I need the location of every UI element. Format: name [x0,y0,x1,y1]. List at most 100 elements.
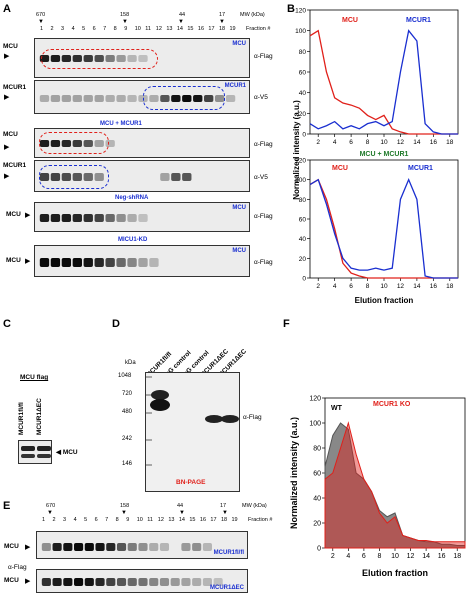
fraction-number: 9 [124,26,128,32]
band [106,578,116,586]
fraction-number: 8 [113,26,117,32]
fraction-number: 6 [92,26,96,32]
band [170,578,180,586]
band [83,214,93,222]
fraction-numbers: 1 2 3 4 5 6 7 8 9 10 11 12 13 14 15 16 17 18 19 [40,26,240,34]
band [83,173,93,181]
band [159,543,170,551]
y-tick-label: 120 [295,158,306,165]
fraction-number: 13 [166,26,173,32]
series-line [309,29,458,135]
band [39,95,50,102]
series-line [309,177,458,279]
blot6-bands [39,258,159,267]
x-tick-label: 6 [362,553,366,560]
band [116,95,126,102]
band [74,578,84,586]
panel-c-title: MCU flag [20,374,49,381]
blot-mcur1-alone: MCUR1 [34,80,250,114]
blot2-highlight [143,86,225,110]
band [83,258,93,267]
fraction-number: 16 [197,26,205,32]
band [72,258,82,267]
blot1-antibody: α-Flag [254,53,273,60]
band [83,140,93,147]
x-axis-label: Elution fraction [362,568,428,578]
mw-242: 242 [122,436,133,442]
fraction-number: 7 [103,26,107,32]
band [171,173,181,181]
blot1-title: MCU [232,41,246,47]
e-fraction-label: Fraction # [248,517,273,523]
x-tick-label: 10 [380,139,388,146]
y-tick-label: 80 [299,197,307,204]
fraction-number: 1 [40,26,44,32]
x-tick-label: 12 [397,283,405,290]
blot6-title: MCU [232,248,246,254]
panel-d-band [205,415,223,423]
legend-entry: MCUR1 KO [373,401,411,408]
marker-158: 158 [120,12,130,18]
band [138,578,148,586]
blot3-antibody: α-Flag [254,141,273,148]
band [94,258,104,267]
panel-c-band [37,454,51,458]
x-tick-label: 2 [316,139,320,146]
legend-entry: MCU [342,17,358,24]
fraction-number: 10 [136,517,143,523]
e-marker-arrow-44: ▼ [179,510,185,516]
x-tick-label: 18 [453,553,461,560]
x-tick-label: 4 [346,553,350,560]
band [159,578,170,586]
blot4-antibody: α-V5 [254,174,268,181]
fraction-number: 9 [126,517,130,523]
x-axis-label: Elution fraction [355,296,414,305]
blot5-antibody: α-Flag [254,213,273,220]
band [116,214,126,222]
fraction-number: 19 [229,26,236,32]
e-blot2-left-label: MCU [4,577,19,584]
panel-d-antibody: α-Flag [243,414,262,421]
band [181,578,191,586]
e-blot1-left-label: MCU [4,543,19,550]
band [61,95,72,102]
legend-entry: WT [331,405,343,412]
band [192,578,202,586]
e-blot1-bands [41,543,212,551]
panel-d-blot: BN-PAGE [145,372,240,492]
y-tick-label: 20 [299,256,307,263]
fraction-label: Fraction # [246,26,271,32]
blot1-left-label: MCU [3,43,18,50]
blot2-left-label: MCUR1 [3,84,27,91]
legend-entry: MCU [332,165,348,172]
blot5-left-label: MCU [6,211,21,218]
series-area [324,421,466,549]
panel-d-band [151,390,169,400]
panel-c-blot [18,440,52,464]
x-tick-label: 2 [331,553,335,560]
y-axis-label: Normalized intensity (a.u.) [289,417,299,529]
band [83,95,93,102]
fraction-number: 11 [145,26,151,32]
band [116,258,126,267]
x-tick-label: 8 [377,553,381,560]
x-tick-label: 16 [438,553,446,560]
marker-670: 670 [36,12,46,18]
panel-f-chart: 0 20 40 60 80 100 120 2 4 6 8 10 12 14 16 18 Elution fra… [289,396,466,578]
blot3-left-label: MCU [3,131,18,138]
band [63,578,73,586]
blot2-arrow: ▶ [4,94,10,101]
band [127,258,137,267]
y-tick-label: 100 [295,177,306,184]
mw-label: MW (kDa) [240,12,265,18]
blot4-highlight [39,165,109,189]
e-marker-arrow-158: ▼ [121,510,127,516]
x-tick-label: 4 [333,283,337,290]
y-tick-label: 0 [317,546,321,553]
band [116,55,126,62]
y-axis-label: Normalized intensity (a.u.) [292,100,301,200]
y-tick-label: 40 [299,90,307,97]
blot1-arrow: ▶ [4,53,10,60]
blot4-left-label: MCUR1 [3,162,27,169]
blot6-left-label: MCU [6,257,21,264]
